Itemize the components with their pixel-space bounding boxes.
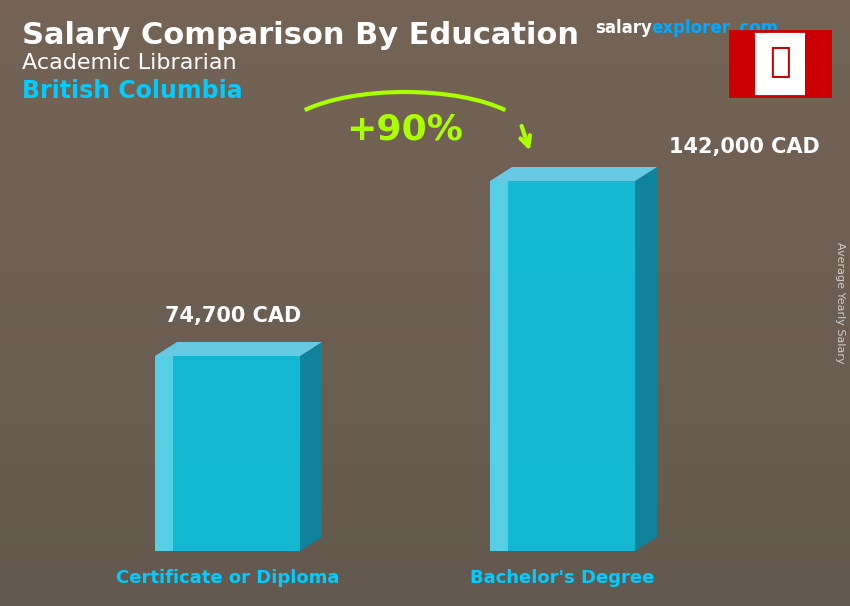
Polygon shape: [155, 356, 173, 551]
Bar: [730, 31, 755, 96]
Text: British Columbia: British Columbia: [22, 79, 242, 103]
Bar: [755, 31, 805, 96]
Text: Average Yearly Salary: Average Yearly Salary: [835, 242, 845, 364]
Bar: [805, 31, 830, 96]
Text: 🍁: 🍁: [769, 44, 790, 79]
Text: .com: .com: [733, 19, 778, 37]
Text: 142,000 CAD: 142,000 CAD: [669, 137, 819, 157]
Polygon shape: [490, 167, 657, 181]
Bar: [730, 31, 830, 96]
Text: Bachelor's Degree: Bachelor's Degree: [470, 569, 654, 587]
Text: salary: salary: [595, 19, 652, 37]
Polygon shape: [155, 342, 322, 356]
Text: Certificate or Diploma: Certificate or Diploma: [116, 569, 339, 587]
Polygon shape: [490, 181, 635, 551]
Polygon shape: [300, 342, 322, 551]
Text: explorer: explorer: [651, 19, 730, 37]
Text: Academic Librarian: Academic Librarian: [22, 53, 236, 73]
Polygon shape: [490, 181, 508, 551]
Text: 74,700 CAD: 74,700 CAD: [165, 306, 301, 326]
Text: +90%: +90%: [347, 112, 463, 146]
Text: Salary Comparison By Education: Salary Comparison By Education: [22, 21, 579, 50]
Polygon shape: [635, 167, 657, 551]
Polygon shape: [155, 356, 300, 551]
